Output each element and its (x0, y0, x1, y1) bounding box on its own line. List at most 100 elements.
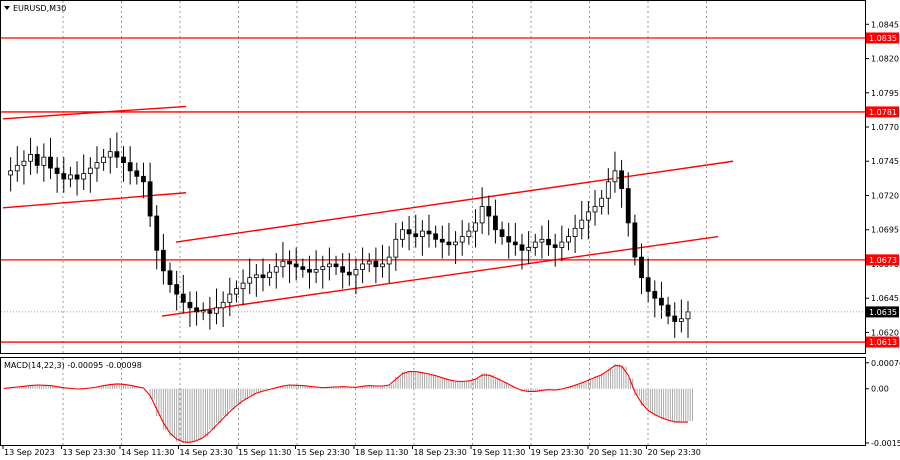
candle[interactable] (479, 187, 485, 234)
candle[interactable] (34, 146, 40, 174)
candle[interactable] (346, 253, 352, 286)
candle[interactable] (519, 233, 525, 270)
candle[interactable] (406, 216, 412, 251)
candle[interactable] (14, 146, 20, 182)
candle[interactable] (446, 222, 452, 256)
candle[interactable] (134, 162, 140, 185)
price-axis[interactable]: 1.0845 1.0820 1.0795 1.0770 1.0745 1.0720 1.06… (865, 20, 899, 337)
candle[interactable] (227, 277, 233, 317)
candle[interactable] (107, 137, 113, 174)
candle[interactable] (154, 205, 160, 270)
candle[interactable] (453, 231, 458, 264)
candle[interactable] (566, 228, 571, 251)
candle[interactable] (585, 200, 591, 240)
candle[interactable] (313, 250, 319, 284)
candle[interactable] (373, 247, 379, 284)
candle[interactable] (293, 247, 299, 281)
candle[interactable] (28, 137, 33, 175)
candle[interactable] (506, 222, 512, 259)
candle[interactable] (625, 172, 631, 237)
candle[interactable] (426, 214, 432, 248)
candle[interactable] (8, 157, 14, 192)
candle[interactable] (572, 214, 578, 254)
candle[interactable] (260, 258, 266, 292)
candle[interactable] (61, 157, 67, 193)
candle[interactable] (393, 222, 399, 271)
candle[interactable] (320, 255, 326, 289)
candle[interactable] (273, 253, 279, 289)
dropdown-triangle-icon[interactable] (4, 6, 10, 10)
candle[interactable] (180, 274, 186, 314)
candle[interactable] (21, 150, 27, 185)
candle[interactable] (68, 166, 73, 188)
candle[interactable] (665, 296, 671, 325)
candle[interactable] (473, 209, 478, 248)
candle[interactable] (539, 225, 545, 259)
candle[interactable] (645, 258, 651, 303)
candle[interactable] (81, 154, 87, 191)
candle[interactable] (439, 225, 445, 259)
candle[interactable] (234, 280, 239, 303)
time-axis[interactable]: 13 Sep 2023 13 Sep 23:30 14 Sep 11:30 14 Se… (2, 445, 701, 457)
candle[interactable] (200, 302, 206, 321)
candle[interactable] (579, 200, 585, 240)
candle[interactable] (121, 146, 126, 182)
candle[interactable] (366, 253, 372, 273)
candle[interactable] (526, 231, 532, 264)
candle[interactable] (247, 258, 253, 295)
candlesticks[interactable] (8, 132, 691, 338)
candle[interactable] (160, 233, 166, 285)
candle[interactable] (493, 199, 498, 244)
candle[interactable] (287, 250, 292, 284)
candle[interactable] (419, 220, 425, 256)
candle[interactable] (532, 233, 538, 256)
symbol-header[interactable]: EURUSD,M30 (4, 4, 66, 13)
candle[interactable] (433, 225, 439, 248)
candle[interactable] (386, 246, 392, 284)
candle[interactable] (147, 162, 153, 227)
candle[interactable] (400, 221, 405, 248)
candle[interactable] (74, 161, 80, 196)
candle[interactable] (652, 280, 658, 318)
candle[interactable] (619, 159, 624, 208)
candle[interactable] (214, 288, 219, 325)
candle[interactable] (267, 263, 273, 286)
candle[interactable] (54, 157, 60, 193)
candle[interactable] (466, 222, 472, 245)
candle[interactable] (114, 132, 120, 169)
candle[interactable] (174, 270, 180, 311)
candle[interactable] (187, 291, 193, 327)
candle[interactable] (48, 137, 53, 180)
candle[interactable] (127, 146, 133, 185)
candle[interactable] (632, 214, 638, 266)
candle[interactable] (486, 195, 492, 236)
candle[interactable] (280, 242, 286, 278)
candle[interactable] (499, 221, 505, 245)
candle[interactable] (94, 146, 100, 182)
candle[interactable] (512, 222, 518, 256)
candle[interactable] (552, 233, 558, 267)
candle[interactable] (380, 244, 385, 278)
candle[interactable] (220, 291, 226, 327)
candle[interactable] (612, 151, 618, 193)
candle[interactable] (253, 263, 259, 297)
candle[interactable] (167, 262, 173, 293)
candle[interactable] (459, 220, 465, 256)
candle[interactable] (300, 258, 306, 278)
candle[interactable] (413, 214, 419, 248)
candle[interactable] (333, 255, 339, 275)
candle[interactable] (592, 190, 598, 226)
candle[interactable] (240, 269, 246, 306)
candle[interactable] (672, 302, 678, 338)
candle[interactable] (599, 190, 605, 215)
candle[interactable] (41, 143, 47, 182)
candle[interactable] (353, 258, 359, 295)
candle[interactable] (141, 162, 146, 199)
candle[interactable] (360, 247, 366, 284)
candle[interactable] (307, 255, 312, 289)
candle[interactable] (639, 243, 644, 295)
candle[interactable] (87, 157, 93, 193)
candle[interactable] (326, 247, 332, 281)
candle[interactable] (605, 168, 611, 215)
